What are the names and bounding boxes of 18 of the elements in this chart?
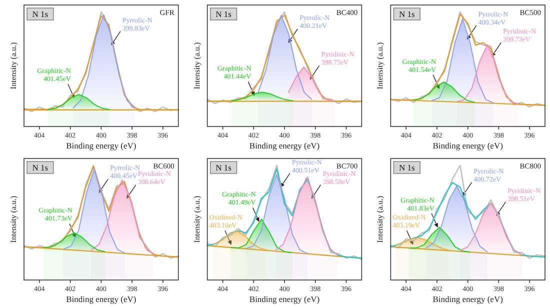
annotation: N 1s	[32, 162, 48, 172]
annotation: N 1s	[216, 162, 232, 172]
y-axis-title: Intensity (a.u.)	[376, 195, 385, 243]
x-axis-title: Binding energy (eV)	[249, 140, 320, 150]
x-axis-title: Binding energy (eV)	[249, 294, 320, 304]
annotation: N 1s	[398, 9, 415, 19]
y-axis-title: Intensity (a.u.)	[9, 195, 18, 243]
x-axis-title: Binding energy (eV)	[66, 294, 136, 304]
annotation: N 1s	[398, 162, 415, 172]
x-axis-title: Binding energy (eV)	[66, 140, 136, 150]
x-axis-title: Binding energy (eV)	[432, 140, 504, 150]
x-axis-title: Binding energy (eV)	[432, 294, 504, 304]
y-axis-title: Intensity (a.u.)	[9, 42, 18, 90]
y-axis-title: Intensity (a.u.)	[376, 42, 385, 90]
annotation: N 1s	[216, 9, 232, 19]
y-axis-title: Intensity (a.u.)	[192, 195, 202, 243]
y-axis-title: Intensity (a.u.)	[192, 42, 202, 90]
annotation: N 1s	[32, 9, 48, 19]
